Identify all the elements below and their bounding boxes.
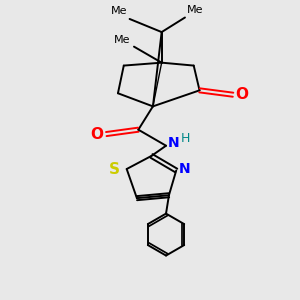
Text: O: O	[236, 87, 248, 102]
Text: Me: Me	[186, 4, 203, 15]
Text: S: S	[109, 161, 120, 176]
Text: O: O	[90, 127, 103, 142]
Text: Me: Me	[111, 6, 127, 16]
Text: H: H	[181, 132, 190, 145]
Text: N: N	[167, 136, 179, 150]
Text: N: N	[178, 162, 190, 176]
Text: Me: Me	[114, 35, 130, 45]
